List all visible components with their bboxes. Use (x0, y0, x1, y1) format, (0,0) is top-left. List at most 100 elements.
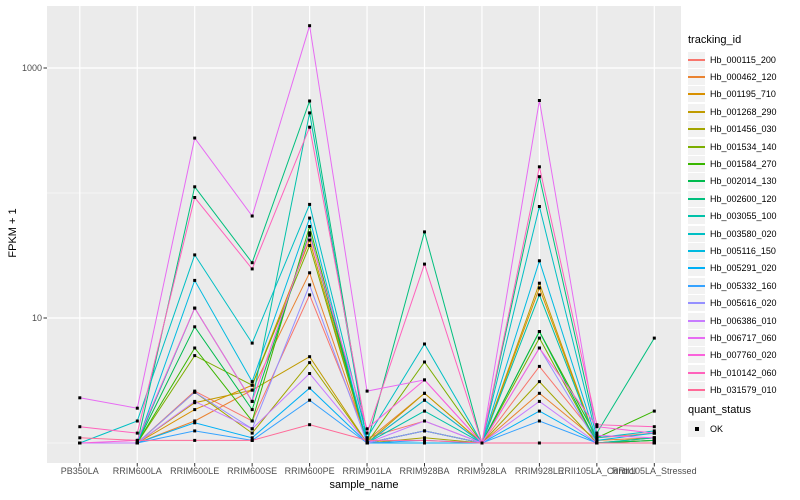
data-point (537, 175, 541, 179)
data-point (423, 409, 426, 413)
legend-items: Hb_000115_200 Hb_000462_120 Hb_001195_710 H… (688, 51, 777, 399)
point-swatch (694, 426, 699, 431)
data-point (365, 438, 369, 442)
x-tick-label: RRIM928BA (399, 466, 450, 476)
data-point (308, 386, 312, 390)
x-tick-label: RRII105LA_Stressed (612, 466, 697, 476)
data-point (308, 423, 312, 427)
legend-key (688, 121, 705, 138)
legend-swatch-line (688, 284, 705, 287)
data-point (135, 419, 139, 423)
data-point (135, 431, 139, 435)
data-point (365, 431, 369, 435)
data-point (308, 355, 312, 359)
data-point (193, 306, 197, 310)
x-tick-label: RRIM600SE (227, 466, 278, 476)
x-tick-label: RRIM928LA (457, 466, 507, 476)
legend-item-label: Hb_005116_150 (710, 245, 776, 256)
x-tick-label: RRIM600LA (112, 466, 162, 476)
legend-swatch-line (688, 180, 705, 183)
y-tick-label: 1000 (21, 62, 42, 73)
data-point (537, 205, 541, 208)
data-point (135, 441, 139, 445)
data-point (250, 436, 254, 440)
data-point (193, 196, 197, 199)
legend-item-label: Hb_007760_020 (710, 350, 777, 361)
legend-swatch-line (688, 93, 705, 96)
data-point (652, 431, 656, 435)
legend-item-label: Hb_010142_060 (710, 367, 777, 378)
data-point (537, 409, 541, 413)
data-point (423, 398, 426, 402)
legend-swatch-line (688, 336, 705, 339)
data-point (78, 425, 82, 429)
x-tick-label: RRIM901LA (342, 466, 392, 476)
data-point (423, 419, 426, 423)
data-point (423, 438, 426, 442)
data-point (250, 408, 254, 412)
legend-key (688, 295, 705, 312)
legend-item: Hb_006717_060 (688, 329, 777, 346)
data-point (308, 233, 312, 237)
legend-key (688, 208, 705, 225)
legend-item-label: Hb_000462_120 (710, 72, 777, 83)
data-point (537, 441, 541, 445)
y-tick-label: 10 (31, 312, 42, 323)
data-point (308, 225, 312, 228)
legend-swatch-line (688, 128, 705, 131)
data-point (308, 238, 312, 242)
y-axis-title: FPKM + 1 (7, 208, 19, 258)
legend-item: Hb_000115_200 (688, 51, 777, 68)
data-point (652, 438, 656, 442)
legend-item: Hb_001534_140 (688, 138, 777, 155)
data-point (595, 436, 599, 440)
legend-key (688, 138, 705, 155)
data-point (308, 361, 312, 365)
legend-key (688, 347, 705, 364)
legend-item-label: Hb_003055_100 (710, 211, 777, 222)
data-point (193, 421, 197, 425)
legend-item: Hb_000462_120 (688, 68, 777, 86)
data-point (193, 253, 197, 257)
legend-swatch-line (688, 145, 705, 148)
legend-key (688, 69, 705, 86)
data-point (595, 423, 599, 427)
x-tick-label: PB350LA (60, 466, 99, 476)
data-point (537, 99, 541, 102)
data-point (250, 388, 254, 392)
data-point (193, 325, 197, 329)
data-point (308, 202, 312, 206)
legend-item-label: Hb_005616_020 (710, 298, 777, 309)
legend-item-label: Hb_006386_010 (710, 315, 777, 326)
data-point (250, 427, 254, 431)
legend-item: Hb_005616_020 (688, 294, 777, 312)
data-point (537, 399, 541, 403)
data-point (308, 231, 312, 235)
data-point (193, 346, 197, 350)
data-point (308, 372, 312, 375)
legend-key (688, 156, 705, 173)
legend-swatch-line (688, 110, 705, 113)
legend-swatch-line (688, 354, 705, 357)
legend-swatch-line (688, 215, 705, 218)
data-point (250, 341, 254, 345)
data-point (250, 431, 254, 435)
data-point (308, 293, 312, 297)
data-point (537, 330, 541, 333)
data-point (250, 261, 254, 265)
legend-swatch-line (688, 371, 705, 374)
legend-item: Hb_001456_030 (688, 121, 777, 138)
data-point (652, 425, 656, 429)
quant-legend-label: OK (710, 423, 724, 434)
data-point (250, 267, 254, 271)
legend-item-label: Hb_005332_160 (710, 280, 777, 291)
data-point (135, 406, 139, 410)
legend-item: Hb_003055_100 (688, 208, 777, 225)
legend-key (688, 51, 705, 68)
legend-swatch-line (688, 197, 705, 200)
data-point (308, 125, 312, 129)
data-point (652, 436, 656, 440)
data-point (193, 408, 197, 412)
legend-item: Hb_005332_160 (688, 277, 777, 294)
data-point (193, 429, 197, 433)
